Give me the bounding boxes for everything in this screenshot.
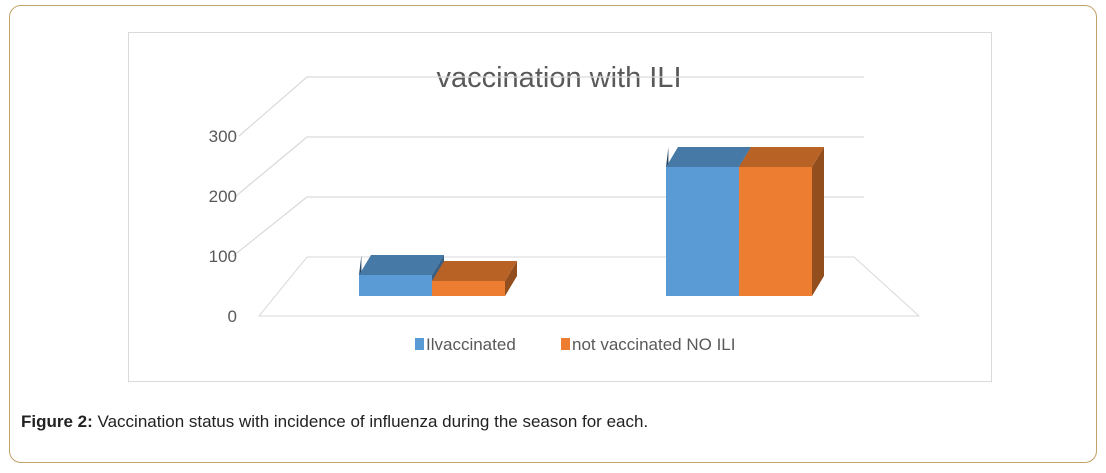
y-tick-label: 300 (209, 127, 237, 146)
bar (666, 167, 739, 296)
chart-area: vaccination with ILI 0 100 200 300 Ilvaccin… (128, 32, 992, 382)
bar-top (432, 261, 517, 281)
floor (257, 256, 921, 317)
bar-top (739, 147, 824, 167)
gridline (235, 136, 864, 197)
legend-label: Ilvaccinated (426, 335, 516, 354)
y-tick-label: 200 (209, 187, 237, 206)
chart-title: vaccination with ILI (436, 62, 681, 94)
bars (359, 147, 824, 296)
bar-side (505, 261, 517, 296)
bar-top (359, 255, 444, 275)
y-tick-label: 0 (228, 307, 237, 326)
legend-label: not vaccinated NO ILI (572, 335, 735, 354)
figure-caption: Figure 2: Vaccination status with incide… (21, 412, 648, 432)
y-tick-label: 100 (209, 247, 237, 266)
legend-swatch (415, 338, 424, 350)
bar-top (666, 147, 751, 167)
y-axis: 0 100 200 300 (209, 127, 237, 326)
bar-side (812, 147, 824, 296)
caption-text: Vaccination status with incidence of inf… (92, 412, 649, 431)
bar (739, 167, 812, 296)
chart-svg: vaccination with ILI 0 100 200 300 Ilvaccin… (209, 62, 921, 354)
caption-label: Figure 2: (21, 412, 93, 431)
legend-swatch (561, 338, 570, 350)
legend: Ilvaccinated not vaccinated NO ILI (415, 335, 735, 354)
bar (359, 275, 432, 296)
gridline (238, 76, 864, 137)
bar (432, 281, 505, 296)
